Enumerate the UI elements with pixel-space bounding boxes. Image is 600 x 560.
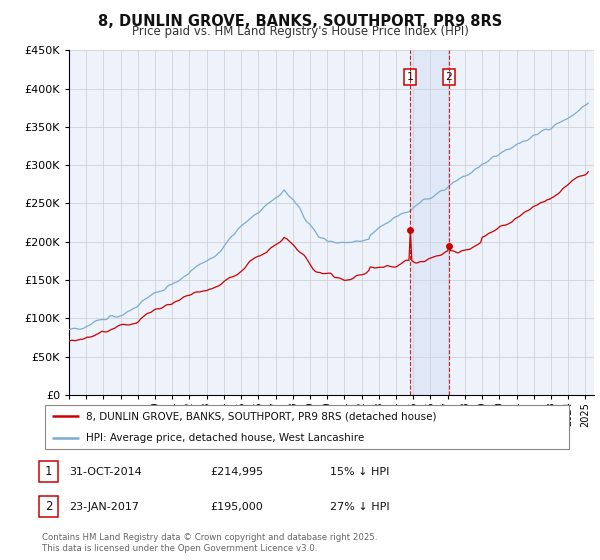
Text: Price paid vs. HM Land Registry's House Price Index (HPI): Price paid vs. HM Land Registry's House … xyxy=(131,25,469,38)
FancyBboxPatch shape xyxy=(44,405,569,449)
Text: £214,995: £214,995 xyxy=(210,466,263,477)
Text: £195,000: £195,000 xyxy=(210,502,263,512)
Text: 23-JAN-2017: 23-JAN-2017 xyxy=(69,502,139,512)
Text: 8, DUNLIN GROVE, BANKS, SOUTHPORT, PR9 8RS (detached house): 8, DUNLIN GROVE, BANKS, SOUTHPORT, PR9 8… xyxy=(86,411,436,421)
Text: 15% ↓ HPI: 15% ↓ HPI xyxy=(330,466,389,477)
Text: 31-OCT-2014: 31-OCT-2014 xyxy=(69,466,142,477)
Text: 2: 2 xyxy=(45,500,52,514)
Text: HPI: Average price, detached house, West Lancashire: HPI: Average price, detached house, West… xyxy=(86,433,364,443)
Text: 1: 1 xyxy=(407,72,414,82)
Text: 27% ↓ HPI: 27% ↓ HPI xyxy=(330,502,389,512)
Text: 8, DUNLIN GROVE, BANKS, SOUTHPORT, PR9 8RS: 8, DUNLIN GROVE, BANKS, SOUTHPORT, PR9 8… xyxy=(98,14,502,29)
Text: 2: 2 xyxy=(446,72,452,82)
Bar xyxy=(410,50,449,395)
Text: Contains HM Land Registry data © Crown copyright and database right 2025.
This d: Contains HM Land Registry data © Crown c… xyxy=(42,533,377,553)
Text: 1: 1 xyxy=(45,465,52,478)
